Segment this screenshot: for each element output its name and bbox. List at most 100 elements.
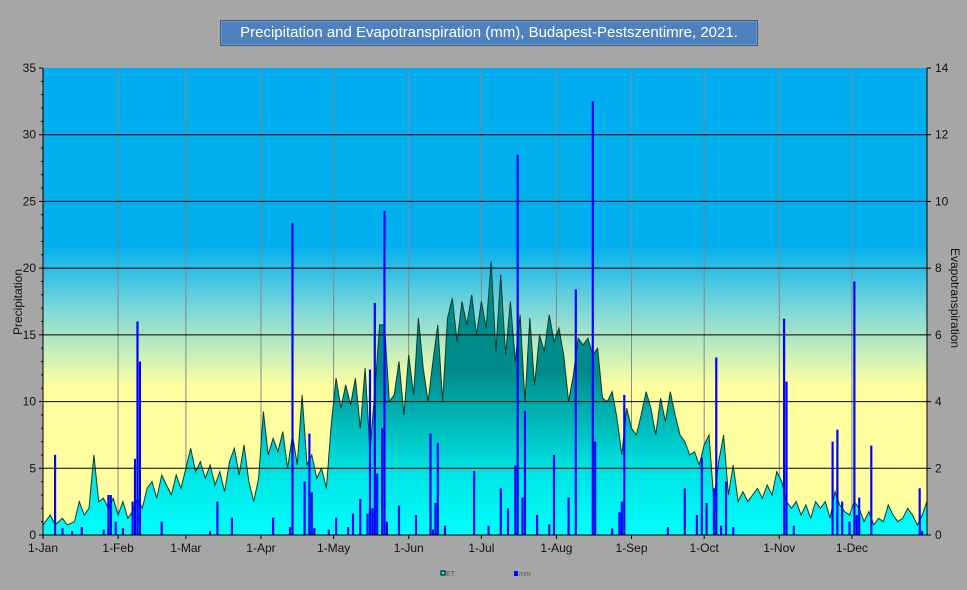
precip-bar	[272, 517, 275, 535]
precip-bar	[536, 515, 539, 535]
x-tick-label: 1-Jun	[394, 541, 424, 555]
precip-bar	[359, 499, 362, 535]
y-tick-label-right: 8	[935, 261, 942, 275]
precip-bar	[61, 528, 64, 535]
precip-bar	[347, 527, 350, 535]
precip-bar	[429, 433, 432, 535]
precip-bar	[732, 527, 735, 535]
precip-bar	[618, 512, 621, 535]
precip-bar	[109, 495, 112, 535]
precip-bar	[700, 457, 703, 535]
x-tick-label: 1-May	[317, 541, 350, 555]
precip-bar	[71, 531, 74, 535]
precip-bar	[436, 442, 439, 535]
precip-bar	[715, 357, 718, 535]
y-tick-label-left: 30	[23, 128, 37, 142]
precip-bar	[620, 501, 623, 535]
precip-bar	[160, 521, 163, 535]
y-tick-label-left: 35	[23, 61, 37, 75]
precip-bar	[434, 503, 437, 535]
precip-bar	[54, 454, 57, 535]
precip-bar	[594, 441, 597, 535]
x-tick-label: 1-Nov	[763, 541, 795, 555]
precip-bar	[783, 318, 786, 535]
chart-title: Precipitation and Evapotranspiration (mm…	[220, 20, 758, 46]
precip-bar	[521, 497, 524, 535]
precip-bar	[785, 381, 788, 535]
precip-bar	[792, 525, 795, 535]
precip-bar	[499, 488, 502, 535]
x-tick-label: 1-Feb	[102, 541, 134, 555]
precip-bar	[855, 515, 858, 535]
precip-bar	[443, 525, 447, 535]
x-tick-label: 1-Sep	[616, 541, 648, 555]
x-tick-label: 1-Oct	[690, 541, 720, 555]
x-tick-label: 1-Aug	[540, 541, 572, 555]
precip-bar	[131, 501, 134, 535]
y-tick-label-left: 5	[29, 461, 36, 475]
y-tick-label-right: 10	[935, 194, 949, 208]
precip-bar	[487, 525, 490, 535]
precip-bar	[552, 454, 556, 535]
y-tick-label-right: 14	[935, 61, 949, 75]
legend-swatch-et	[440, 570, 446, 576]
precip-bar	[102, 529, 105, 535]
precip-bar	[848, 521, 851, 535]
precip-bar	[683, 488, 686, 535]
precip-bar	[376, 473, 379, 535]
y-tick-label-right: 0	[935, 528, 942, 542]
precip-bar	[371, 508, 374, 535]
precip-bar	[841, 501, 844, 535]
precip-bar	[310, 492, 313, 535]
precip-bar	[516, 154, 519, 535]
precip-bar	[666, 527, 669, 535]
y-tick-label-left: 20	[23, 261, 37, 275]
precip-bar	[514, 465, 517, 535]
precip-bar	[138, 361, 141, 535]
precip-bar	[230, 517, 233, 535]
legend: ET mm	[440, 570, 531, 578]
precip-bar	[831, 441, 834, 535]
precip-bar	[136, 321, 139, 535]
y-axis-label-right: Evapotranspiration	[948, 248, 962, 348]
precip-bar	[567, 497, 570, 535]
precip-bar	[114, 521, 117, 535]
precip-bar	[506, 508, 510, 535]
y-tick-label-right: 12	[935, 128, 949, 142]
precip-bar	[918, 488, 921, 535]
precip-bar	[720, 525, 723, 535]
legend-swatch-mm	[514, 571, 518, 576]
precip-bar	[623, 394, 626, 535]
y-tick-label-left: 0	[29, 528, 36, 542]
precip-bar	[473, 471, 476, 535]
y-tick-label-left: 10	[23, 395, 37, 409]
precip-bar	[574, 289, 577, 535]
precip-bar	[381, 428, 384, 535]
precip-bar	[313, 528, 316, 535]
precip-bar	[712, 488, 715, 535]
precip-bar	[921, 531, 924, 535]
precip-bar	[366, 513, 369, 535]
et-area	[42, 261, 928, 536]
precip-bar	[209, 531, 212, 535]
x-tick-label: 1-Dec	[836, 541, 868, 555]
precip-bar	[591, 101, 594, 536]
precip-bar	[853, 281, 856, 535]
y-tick-label-right: 6	[935, 328, 942, 342]
precip-bar	[870, 445, 873, 535]
precip-bar	[523, 410, 527, 535]
precip-bar	[724, 481, 728, 535]
precip-bar	[397, 505, 401, 535]
y-axis-label-left: Precipitation	[11, 269, 25, 335]
x-tick-label: 1-Apr	[246, 541, 275, 555]
precip-bar	[373, 302, 376, 535]
x-tick-label: 1-Mar	[170, 541, 201, 555]
precip-bar	[308, 433, 311, 535]
y-tick-label-right: 4	[935, 395, 942, 409]
precip-bar	[327, 529, 330, 535]
legend-label-et: ET	[446, 571, 456, 578]
precip-bar	[611, 528, 614, 535]
x-tick-label: 1-Jul	[468, 541, 494, 555]
precip-bar	[431, 529, 434, 535]
